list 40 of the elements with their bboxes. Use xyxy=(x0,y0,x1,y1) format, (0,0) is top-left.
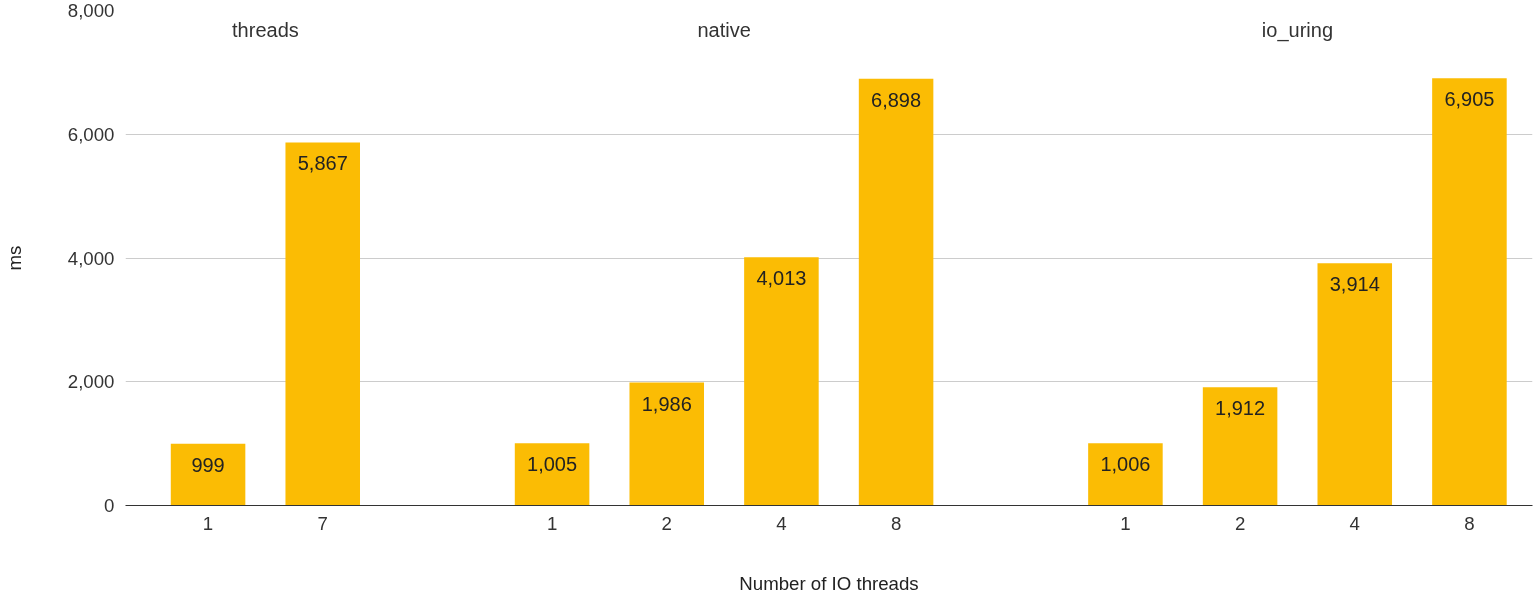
x-tick-label: 4 xyxy=(1349,512,1360,534)
bar xyxy=(629,382,705,506)
bar xyxy=(858,78,934,506)
x-tick-label: 2 xyxy=(1234,512,1246,534)
bar xyxy=(285,142,360,506)
y-tick-label: 2,000 xyxy=(67,371,115,393)
data-label: 1,006 xyxy=(1100,453,1151,476)
data-label: 6,898 xyxy=(871,88,922,111)
y-tick-label: 4,000 xyxy=(67,247,115,269)
x-axis-title: Number of IO threads xyxy=(739,572,919,594)
data-label: 3,914 xyxy=(1329,273,1380,296)
bar xyxy=(1317,263,1393,506)
data-label: 999 xyxy=(191,453,225,476)
y-tick-label: 0 xyxy=(104,495,115,516)
bar xyxy=(1088,443,1163,506)
x-tick-label: 8 xyxy=(890,512,902,534)
y-axis-title: ms xyxy=(3,245,25,271)
x-tick-label: 4 xyxy=(776,512,787,534)
y-tick-label: 6,000 xyxy=(67,123,115,145)
x-tick-label: 8 xyxy=(1464,512,1475,534)
bar xyxy=(514,443,590,506)
bar xyxy=(744,257,819,506)
data-label: 5,867 xyxy=(297,152,348,175)
annotation: native xyxy=(697,18,751,41)
bar xyxy=(1202,387,1278,506)
data-label: 1,912 xyxy=(1215,397,1266,420)
data-label: 1,005 xyxy=(527,453,578,476)
data-label: 6,905 xyxy=(1444,88,1495,111)
x-tick-label: 1 xyxy=(202,512,214,534)
x-tick-label: 2 xyxy=(661,512,672,534)
y-tick-label: 8,000 xyxy=(67,0,115,21)
annotation: io_uring xyxy=(1261,18,1334,42)
data-label: 1,986 xyxy=(641,392,692,415)
bar xyxy=(170,443,246,506)
data-label: 4,013 xyxy=(756,267,807,290)
x-tick-label: 7 xyxy=(317,512,328,534)
annotation: threads xyxy=(232,18,299,41)
x-tick-label: 1 xyxy=(546,512,558,534)
bar xyxy=(1432,78,1507,506)
x-tick-label: 1 xyxy=(1120,512,1131,534)
